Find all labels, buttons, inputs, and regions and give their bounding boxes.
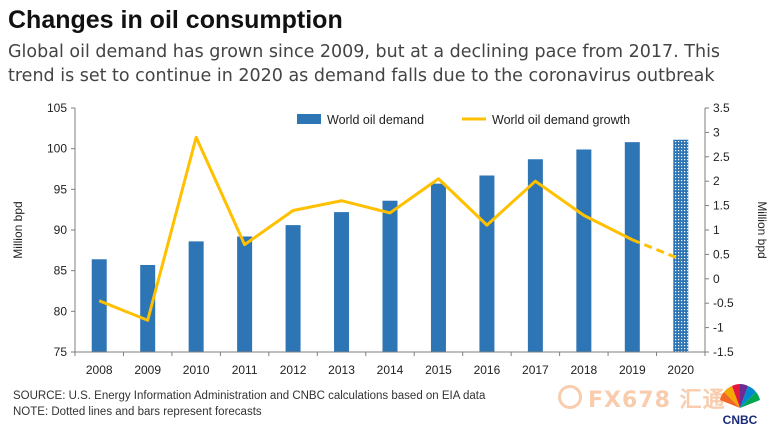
x-tick-label: 2016 — [474, 363, 501, 377]
demand-bar — [527, 159, 543, 352]
x-tick-label: 2010 — [183, 363, 210, 377]
source-line: SOURCE: U.S. Energy Information Administ… — [13, 390, 486, 402]
y-tick-label: 105 — [47, 101, 67, 115]
legend: World oil demand World oil demand growth — [297, 113, 630, 127]
demand-bar — [624, 142, 640, 352]
y-tick-label: 85 — [54, 264, 68, 278]
y-axis-label: Million bpd — [11, 201, 25, 258]
y2-tick-label: -0.5 — [713, 296, 734, 310]
y2-axis-label: Million bpd — [755, 201, 769, 258]
x-tick-label: 2009 — [134, 363, 161, 377]
demand-bar — [285, 225, 301, 352]
peacock-icon — [720, 384, 760, 408]
growth-line — [98, 135, 633, 322]
demand-bar — [382, 200, 398, 352]
cnbc-logo: CNBC — [720, 384, 760, 427]
watermark: FX678 汇通 — [558, 382, 726, 414]
bars-layer — [91, 139, 689, 352]
y2-tick-label: 1 — [713, 223, 720, 237]
y-tick-label: 95 — [54, 182, 68, 196]
y2-tick-label: 1.5 — [713, 199, 730, 213]
logo-text: CNBC — [723, 413, 758, 427]
growth-line-forecast — [631, 238, 682, 261]
y2-tick-label: -1 — [713, 321, 724, 335]
x-tick-label: 2015 — [425, 363, 452, 377]
x-tick-label: 2011 — [232, 363, 258, 377]
note-line: NOTE: Dotted lines and bars represent fo… — [13, 406, 262, 418]
x-tick-label: 2008 — [86, 363, 113, 377]
axes-layer: Million bpd Million bpd — [11, 108, 769, 353]
y2-tick-label: 2 — [713, 174, 720, 188]
chart-subtitle: Global oil demand has grown since 2009, … — [8, 42, 721, 86]
x-tick-label: 2019 — [619, 363, 646, 377]
demand-bar — [188, 241, 204, 352]
demand-bar — [334, 212, 350, 352]
demand-bar — [576, 149, 592, 352]
x-tick-label: 2014 — [377, 363, 404, 377]
y2-tick-label: 0.5 — [713, 247, 730, 261]
growth-line-layer — [98, 135, 682, 322]
x-tick-label: 2017 — [522, 363, 549, 377]
y2-tick-label: -1.5 — [713, 345, 734, 359]
source-note: SOURCE: U.S. Energy Information Administ… — [13, 388, 485, 420]
x-tick-label: 2020 — [667, 363, 694, 377]
demand-bar — [91, 259, 107, 352]
forecast-bar — [673, 139, 689, 352]
watermark-icon — [558, 385, 582, 409]
x-tick-label: 2012 — [280, 363, 307, 377]
y2-tick-label: 2.5 — [713, 150, 730, 164]
legend-bar-swatch — [297, 114, 321, 124]
demand-bar — [237, 236, 253, 352]
y-tick-label: 100 — [47, 142, 67, 156]
chart-title: Changes in oil consumption — [8, 6, 343, 34]
legend-label: World oil demand — [327, 113, 424, 127]
y-tick-label: 80 — [54, 304, 68, 318]
y2-tick-label: 0 — [713, 272, 720, 286]
demand-bar — [479, 175, 495, 352]
ticks-layer: 75 80 85 90 95 100 105 -1.5 -1 -0.5 0 0.5 1 1.5 2 2.5 3 3… — [47, 101, 734, 377]
watermark-text: FX678 汇通 — [588, 388, 726, 413]
demand-bar — [140, 264, 156, 352]
x-tick-label: 2013 — [328, 363, 355, 377]
y-tick-label: 75 — [54, 345, 68, 359]
x-tick-label: 2018 — [570, 363, 597, 377]
legend-label: World oil demand growth — [492, 113, 630, 127]
y2-tick-label: 3 — [713, 125, 720, 139]
demand-bar — [430, 183, 446, 352]
y-tick-label: 90 — [54, 223, 68, 237]
y2-tick-label: 3.5 — [713, 101, 730, 115]
